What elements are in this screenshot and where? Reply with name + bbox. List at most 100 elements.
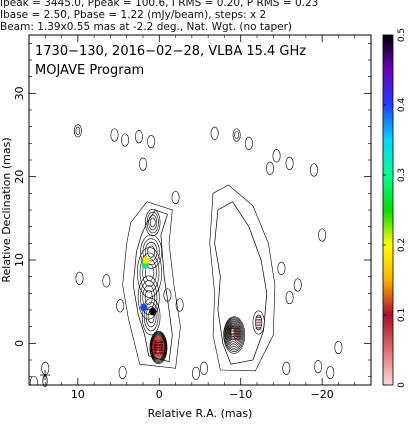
noise-contour	[334, 340, 343, 355]
colorbar-ticks: 0 0.1 0.2 0.3 0.4 0.5	[383, 28, 407, 388]
jet-contour	[140, 234, 163, 269]
lobe-contour	[225, 319, 243, 349]
jet-contour	[149, 217, 156, 228]
plot-frame	[28, 34, 372, 386]
jet-contour	[145, 306, 157, 328]
noise-contour	[285, 156, 294, 170]
header-line-2: Ibase = 2.50, Pbase = 1.22 (mJy/beam), s…	[0, 9, 267, 21]
contour-layer	[29, 124, 343, 385]
y-tick-label: 30	[13, 86, 26, 100]
chart-title: 1730−130, 2016−02−28, VLBA 15.4 GHz	[35, 44, 306, 59]
y-tick-label: 10	[13, 253, 26, 267]
lobe-outline	[214, 201, 268, 365]
noise-contour	[232, 128, 241, 142]
colorbar-tick-label: 0.1	[397, 308, 407, 322]
polarization-patch	[149, 307, 157, 316]
noise-contour	[118, 365, 127, 380]
header-line-3: Beam: 1.39x0.55 mas at -2.2 deg., Nat. W…	[0, 21, 293, 33]
colorbar-tick-label: 0.2	[397, 238, 407, 252]
jet-contour	[144, 242, 158, 262]
noise-contour	[266, 161, 274, 175]
lobe-contour	[255, 314, 263, 331]
noise-contour	[285, 290, 294, 305]
lobe-contour	[227, 323, 239, 342]
polarization-layer	[140, 256, 262, 355]
colorbar	[382, 34, 394, 386]
polarization-patch	[140, 303, 148, 312]
jet-contour	[142, 285, 155, 310]
jet-contour	[145, 208, 161, 237]
jet-outline	[132, 209, 173, 363]
x-axis-label: Relative R.A. (mas)	[148, 407, 253, 420]
noise-contour	[147, 135, 156, 149]
core-contour	[152, 336, 164, 358]
jet-contour	[147, 245, 156, 258]
core-contour	[150, 331, 167, 363]
noise-contour	[102, 274, 111, 288]
core-contour	[151, 333, 166, 361]
noise-contour	[121, 133, 130, 147]
noise-contour	[293, 278, 302, 292]
jet-contour	[139, 252, 160, 293]
noise-contour	[171, 190, 180, 205]
lobe-contour	[225, 320, 242, 347]
noise-contour	[134, 130, 143, 144]
noise-contour	[75, 271, 84, 285]
x-tick-label: −10	[229, 388, 252, 401]
noise-contour	[73, 124, 82, 138]
noise-contour	[310, 163, 318, 177]
x-tick-label: 0	[156, 388, 163, 401]
axes: 10 0 −10 −20 0 10 20 30	[13, 35, 371, 401]
core-contour	[154, 339, 163, 354]
y-tick-label: 0	[13, 340, 26, 347]
y-axis-label: Relative Declination (mas)	[0, 137, 13, 282]
jet-contour	[144, 289, 153, 306]
noise-contour	[163, 288, 172, 302]
jet-contour	[148, 214, 158, 231]
core-contour	[153, 337, 164, 356]
noise-contour	[272, 149, 281, 163]
core-contour	[156, 344, 160, 348]
jet-contour	[142, 238, 160, 265]
noise-contour	[234, 130, 239, 140]
lobe-contour	[223, 317, 245, 352]
polarization-patch	[142, 256, 150, 264]
noise-contour	[116, 299, 125, 313]
noise-contour	[210, 126, 219, 140]
noise-contour	[277, 261, 286, 275]
noise-contour	[314, 360, 323, 374]
x-tick-label: −20	[311, 388, 334, 401]
core-contour	[149, 330, 168, 365]
core-contour	[150, 332, 167, 362]
colorbar-tick-label: 0.4	[397, 98, 407, 113]
noise-contour	[175, 298, 184, 312]
noise-contour	[200, 361, 209, 375]
core-contour	[152, 335, 165, 359]
noise-contour	[318, 228, 327, 242]
x-tick-label: 10	[71, 388, 85, 401]
jet-outline-outer	[122, 201, 181, 369]
core-contour	[153, 338, 163, 355]
noise-contour	[139, 157, 147, 171]
chart-subtitle: MOJAVE Program	[35, 63, 144, 78]
header-line-1: Ipeak = 3445.0, Ppeak = 100.6, I RMS = 0…	[0, 0, 319, 9]
noise-contour	[326, 365, 335, 380]
noise-contour	[75, 126, 81, 135]
noise-contour	[244, 136, 253, 150]
core-contour	[155, 342, 161, 351]
y-tick-label: 20	[13, 170, 26, 184]
noise-contour	[191, 366, 200, 380]
jet-contour	[137, 275, 160, 320]
colorbar-tick-label: 0.5	[397, 28, 407, 42]
jet-contour	[145, 263, 154, 282]
jet-contour	[137, 247, 163, 298]
noise-contour	[282, 361, 291, 375]
noise-contour	[110, 128, 119, 142]
lobe-outline-outer	[209, 184, 276, 372]
lobe-contour	[223, 316, 246, 354]
colorbar-tick-label: 0.3	[397, 168, 407, 182]
core-contour	[151, 334, 166, 360]
jet-contour	[141, 298, 161, 336]
colorbar-tick-label: 0	[397, 382, 407, 388]
